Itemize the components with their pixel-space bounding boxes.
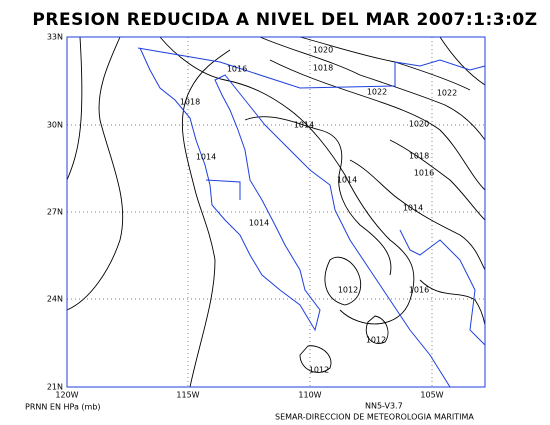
isobar — [299, 345, 332, 373]
contour-label: 1014 — [403, 204, 423, 213]
isobar — [439, 36, 486, 86]
contour-label: 1018 — [409, 152, 429, 161]
isobar — [259, 36, 486, 141]
contour-label: 1012 — [309, 366, 329, 375]
isobar — [181, 49, 231, 388]
contour-labels: 1020 1018 1016 1022 1022 1018 1014 1020 … — [180, 46, 457, 375]
contour-label: 1014 — [249, 219, 269, 228]
isobar — [244, 116, 392, 276]
isobar — [349, 159, 486, 271]
lat-label: 24N — [47, 295, 63, 304]
contour-label: 1022 — [437, 89, 457, 98]
isobar — [269, 59, 486, 191]
contour-label: 1020 — [409, 120, 429, 129]
border — [399, 229, 486, 346]
border — [205, 179, 241, 200]
lat-label: 30N — [47, 121, 63, 130]
axis-labels: 33N 30N 27N 24N 21N 120W 115W 110W 105W — [47, 33, 444, 400]
contours — [66, 36, 486, 388]
coastlines — [66, 36, 486, 388]
contour-label: 1020 — [313, 46, 333, 55]
contour-label: 1014 — [337, 176, 357, 185]
isobar — [365, 315, 389, 344]
contour-label: 1016 — [409, 286, 429, 295]
border — [137, 47, 486, 89]
isobar — [389, 139, 486, 221]
credit-label: SEMAR-DIRECCION DE METEOROLOGIA MARITIMA — [275, 413, 474, 422]
contour-label: 1018 — [313, 64, 333, 73]
isobar — [159, 36, 415, 325]
contour-label: 1012 — [338, 286, 358, 295]
variable-label: PRNN EN HPa (mb) — [25, 403, 101, 412]
lon-label: 110W — [298, 391, 321, 400]
contour-label: 1016 — [227, 65, 247, 74]
contour-label: 1018 — [180, 98, 200, 107]
lon-label: 105W — [420, 391, 443, 400]
contour-label: 1016 — [414, 169, 434, 178]
contour-label: 1012 — [366, 336, 386, 345]
lon-label: 115W — [176, 391, 199, 400]
lon-label: 120W — [55, 391, 78, 400]
coastline — [139, 47, 451, 388]
contour-label: 1014 — [294, 121, 314, 130]
isobar — [419, 279, 486, 326]
version-label: NN5-V3.7 — [365, 402, 403, 411]
grid — [67, 37, 485, 387]
lat-label: 33N — [47, 33, 63, 42]
lat-label: 21N — [47, 383, 63, 392]
isobar — [66, 36, 124, 311]
map-frame — [66, 36, 486, 388]
lat-label: 27N — [47, 208, 63, 217]
contour-label: 1022 — [367, 88, 387, 97]
map-title: PRESION REDUCIDA A NIVEL DEL MAR 2007:1:… — [32, 10, 537, 30]
contour-label: 1014 — [196, 153, 216, 162]
isobar — [324, 256, 362, 306]
isobar — [66, 36, 83, 181]
